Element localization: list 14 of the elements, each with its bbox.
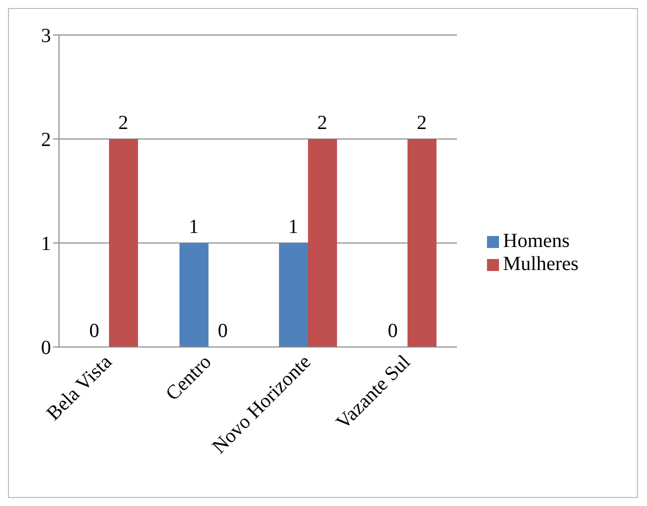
data-label: 0: [218, 320, 228, 342]
data-label: 1: [288, 216, 298, 238]
data-label: 0: [89, 320, 100, 342]
data-label: 1: [188, 216, 199, 238]
y-tick-label: 1: [41, 233, 51, 256]
legend-label: Homens: [503, 230, 570, 252]
legend-label: Mulheres: [503, 253, 579, 275]
data-label: 2: [317, 112, 328, 134]
y-tick-label: 3: [41, 25, 51, 48]
data-label: 2: [416, 112, 427, 134]
y-tick-label: 2: [41, 129, 51, 152]
y-tick-label: 0: [41, 337, 51, 360]
data-label: 0: [388, 320, 398, 342]
data-label: 2: [118, 112, 128, 134]
